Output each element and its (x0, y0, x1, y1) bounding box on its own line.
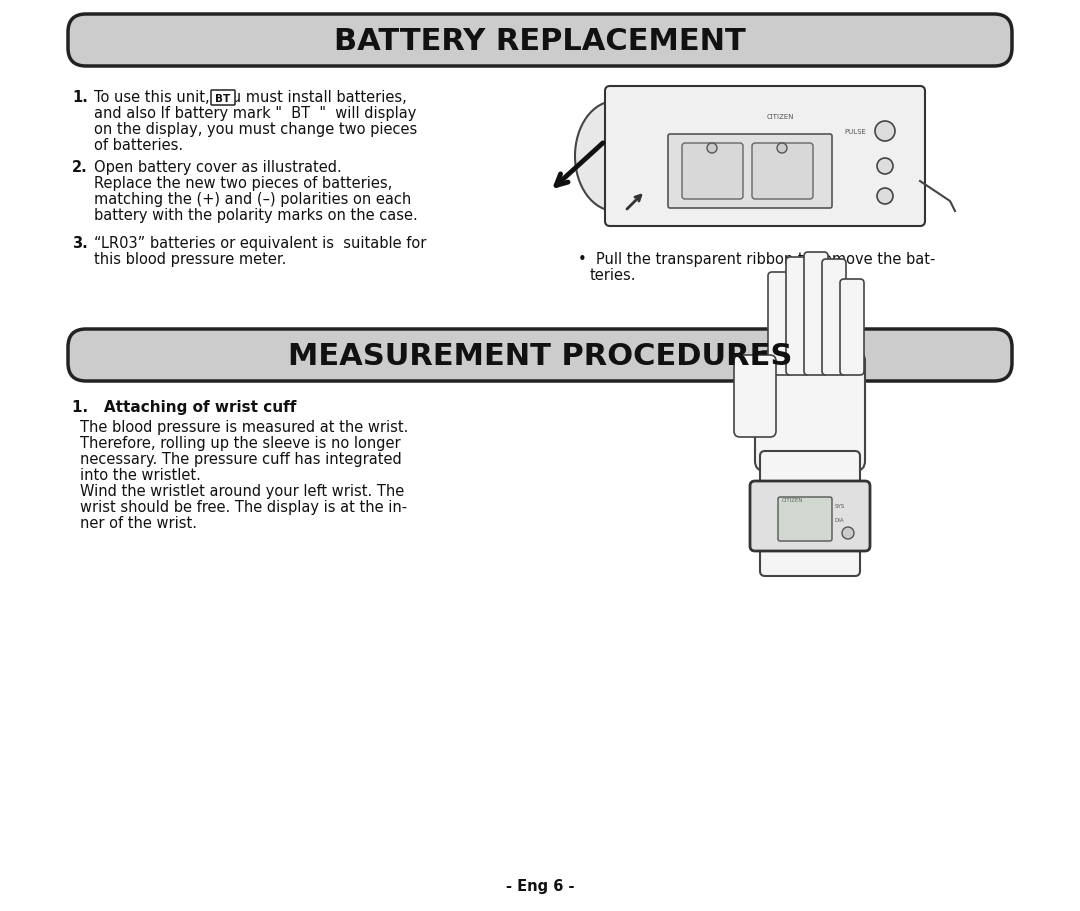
FancyBboxPatch shape (768, 272, 792, 375)
FancyBboxPatch shape (804, 252, 828, 375)
FancyBboxPatch shape (669, 135, 832, 209)
Text: teries.: teries. (590, 268, 636, 282)
Text: The blood pressure is measured at the wrist.: The blood pressure is measured at the wr… (80, 420, 408, 435)
Text: To use this unit, you must install batteries,: To use this unit, you must install batte… (94, 90, 407, 105)
Text: “LR03” batteries or equivalent is  suitable for: “LR03” batteries or equivalent is suitab… (94, 236, 427, 251)
Text: Therefore, rolling up the sleeve is no longer: Therefore, rolling up the sleeve is no l… (80, 435, 401, 451)
Text: wrist should be free. The display is at the in-: wrist should be free. The display is at … (80, 499, 407, 515)
Text: this blood pressure meter.: this blood pressure meter. (94, 251, 286, 267)
FancyBboxPatch shape (68, 15, 1012, 67)
FancyBboxPatch shape (786, 258, 810, 375)
FancyBboxPatch shape (840, 280, 864, 375)
Circle shape (842, 527, 854, 539)
Text: BATTERY REPLACEMENT: BATTERY REPLACEMENT (334, 26, 746, 56)
Circle shape (777, 144, 787, 154)
FancyBboxPatch shape (734, 355, 777, 437)
FancyBboxPatch shape (68, 330, 1012, 382)
Text: Replace the new two pieces of batteries,: Replace the new two pieces of batteries, (94, 176, 392, 190)
FancyBboxPatch shape (681, 144, 743, 200)
Text: CITIZEN: CITIZEN (766, 114, 794, 120)
FancyBboxPatch shape (750, 482, 870, 551)
Text: Open battery cover as illustrated.: Open battery cover as illustrated. (94, 159, 341, 175)
Ellipse shape (575, 102, 654, 211)
Text: BT: BT (215, 94, 231, 103)
Text: of batteries.: of batteries. (94, 138, 184, 153)
Text: Wind the wristlet around your left wrist. The: Wind the wristlet around your left wrist… (80, 484, 404, 498)
FancyBboxPatch shape (211, 91, 235, 106)
Text: into the wristlet.: into the wristlet. (80, 467, 201, 483)
Text: DIA: DIA (835, 517, 845, 522)
Text: matching the (+) and (–) polarities on each: matching the (+) and (–) polarities on e… (94, 192, 411, 207)
Circle shape (875, 122, 895, 142)
FancyBboxPatch shape (822, 260, 846, 375)
Text: ner of the wrist.: ner of the wrist. (80, 516, 197, 530)
Text: - Eng 6 -: - Eng 6 - (505, 878, 575, 894)
Text: on the display, you must change two pieces: on the display, you must change two piec… (94, 122, 417, 137)
Text: 1.   Attaching of wrist cuff: 1. Attaching of wrist cuff (72, 400, 296, 415)
Text: 2.: 2. (72, 159, 87, 175)
Circle shape (707, 144, 717, 154)
Text: •  Pull the transparent ribbon to remove the bat-: • Pull the transparent ribbon to remove … (578, 251, 935, 267)
FancyBboxPatch shape (755, 352, 865, 472)
Circle shape (877, 189, 893, 205)
Text: SYS: SYS (835, 504, 846, 509)
Circle shape (877, 159, 893, 175)
Text: CITIZEN: CITIZEN (782, 497, 804, 502)
Text: 1.: 1. (72, 90, 87, 105)
Text: MEASUREMENT PROCEDURES: MEASUREMENT PROCEDURES (287, 341, 793, 370)
Text: battery with the polarity marks on the case.: battery with the polarity marks on the c… (94, 208, 418, 223)
Text: and also If battery mark "  BT  "  will display: and also If battery mark " BT " will dis… (94, 106, 417, 121)
FancyBboxPatch shape (752, 144, 813, 200)
FancyBboxPatch shape (760, 452, 860, 577)
FancyBboxPatch shape (778, 497, 832, 541)
Text: PULSE: PULSE (845, 128, 866, 135)
FancyBboxPatch shape (605, 87, 924, 227)
Text: 3.: 3. (72, 236, 87, 251)
Text: necessary. The pressure cuff has integrated: necessary. The pressure cuff has integra… (80, 452, 402, 466)
